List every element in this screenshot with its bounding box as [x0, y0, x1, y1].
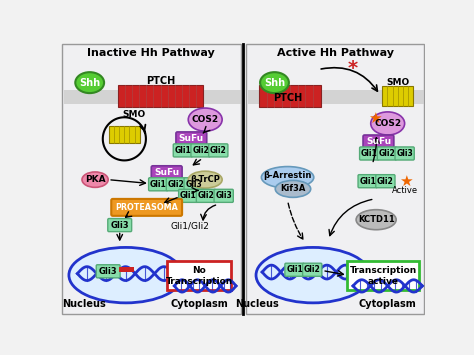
- Bar: [109, 126, 140, 143]
- Text: PROTEASOMA: PROTEASOMA: [115, 203, 178, 212]
- Text: Gli1: Gli1: [174, 146, 191, 155]
- Text: Gli3: Gli3: [185, 180, 202, 189]
- Ellipse shape: [188, 171, 222, 188]
- Text: Cytoplasm: Cytoplasm: [359, 299, 417, 310]
- Ellipse shape: [256, 247, 370, 303]
- FancyBboxPatch shape: [96, 265, 120, 278]
- Text: Shh: Shh: [79, 78, 100, 88]
- Bar: [62, 44, 241, 315]
- Text: Shh: Shh: [264, 78, 285, 88]
- FancyBboxPatch shape: [285, 263, 304, 276]
- Text: Gli2: Gli2: [379, 149, 395, 158]
- FancyBboxPatch shape: [363, 135, 394, 148]
- Text: KCTD11: KCTD11: [358, 215, 394, 224]
- Ellipse shape: [261, 166, 314, 188]
- Text: Cytoplasm: Cytoplasm: [170, 299, 228, 310]
- Bar: [259, 85, 321, 106]
- Text: PTCH: PTCH: [146, 76, 175, 86]
- FancyBboxPatch shape: [214, 189, 233, 202]
- FancyBboxPatch shape: [196, 189, 216, 202]
- Text: Transcription
active: Transcription active: [349, 266, 417, 286]
- FancyBboxPatch shape: [111, 199, 182, 216]
- Text: SuFu: SuFu: [179, 134, 204, 143]
- Text: Gli2: Gli2: [192, 146, 209, 155]
- FancyBboxPatch shape: [209, 144, 228, 157]
- Ellipse shape: [188, 108, 222, 131]
- Text: Active Hh Pathway: Active Hh Pathway: [277, 48, 394, 58]
- FancyBboxPatch shape: [395, 147, 414, 160]
- Text: Gli2: Gli2: [198, 191, 214, 200]
- Text: No
Transcription: No Transcription: [165, 266, 233, 286]
- Text: Gli3: Gli3: [396, 149, 413, 158]
- Text: Gli2: Gli2: [304, 265, 320, 274]
- FancyBboxPatch shape: [173, 144, 192, 157]
- Text: *: *: [348, 59, 358, 77]
- Text: Kif3A: Kif3A: [280, 184, 306, 193]
- Ellipse shape: [82, 172, 108, 187]
- Text: Gli2: Gli2: [168, 180, 184, 189]
- FancyBboxPatch shape: [151, 166, 182, 179]
- Text: Nucleus: Nucleus: [62, 299, 105, 310]
- Text: Gli3: Gli3: [110, 220, 129, 230]
- FancyBboxPatch shape: [167, 261, 231, 290]
- Text: Gli1: Gli1: [180, 191, 197, 200]
- Text: Gli3: Gli3: [99, 267, 118, 276]
- Text: SMO: SMO: [122, 110, 145, 119]
- Bar: [64, 90, 241, 104]
- FancyBboxPatch shape: [166, 178, 185, 191]
- FancyBboxPatch shape: [108, 219, 132, 231]
- FancyBboxPatch shape: [360, 147, 379, 160]
- Text: Inactive Hh Pathway: Inactive Hh Pathway: [87, 48, 215, 58]
- Ellipse shape: [75, 72, 104, 93]
- Text: Gli2: Gli2: [377, 177, 394, 186]
- Text: Nucleus: Nucleus: [235, 299, 279, 310]
- Text: β-TrCP: β-TrCP: [190, 175, 220, 184]
- FancyBboxPatch shape: [358, 175, 377, 188]
- FancyBboxPatch shape: [377, 147, 397, 160]
- Text: COS2: COS2: [191, 115, 219, 124]
- Text: PKA: PKA: [85, 175, 105, 184]
- Bar: [246, 44, 424, 315]
- Bar: [118, 85, 203, 106]
- FancyBboxPatch shape: [149, 178, 168, 191]
- Ellipse shape: [69, 247, 183, 303]
- Ellipse shape: [356, 210, 396, 230]
- FancyBboxPatch shape: [347, 261, 419, 290]
- Bar: [119, 267, 134, 272]
- Text: Gli1: Gli1: [150, 180, 166, 189]
- FancyBboxPatch shape: [176, 132, 207, 145]
- FancyBboxPatch shape: [302, 263, 322, 276]
- Text: PTCH: PTCH: [273, 93, 302, 103]
- Text: COS2: COS2: [374, 119, 401, 128]
- Text: Gli1: Gli1: [286, 265, 303, 274]
- Text: β-Arrestin: β-Arrestin: [264, 171, 312, 180]
- Text: Gli3: Gli3: [215, 191, 232, 200]
- Text: Gli1: Gli1: [361, 149, 378, 158]
- Bar: [383, 87, 413, 106]
- FancyBboxPatch shape: [184, 178, 203, 191]
- Ellipse shape: [275, 180, 310, 197]
- Text: ★: ★: [399, 174, 412, 189]
- Text: ★: ★: [368, 110, 382, 126]
- Bar: [247, 90, 424, 104]
- Ellipse shape: [260, 72, 289, 93]
- Text: SuFu: SuFu: [366, 137, 391, 146]
- FancyBboxPatch shape: [376, 175, 395, 188]
- Text: Active: Active: [392, 186, 419, 195]
- Text: Gli2: Gli2: [210, 146, 227, 155]
- Text: SuFu: SuFu: [154, 168, 179, 177]
- FancyBboxPatch shape: [191, 144, 210, 157]
- Text: SMO: SMO: [386, 78, 410, 87]
- Text: Gli1: Gli1: [359, 177, 376, 186]
- Text: Gli1/Gli2: Gli1/Gli2: [170, 222, 209, 230]
- Ellipse shape: [371, 112, 405, 135]
- FancyBboxPatch shape: [179, 189, 198, 202]
